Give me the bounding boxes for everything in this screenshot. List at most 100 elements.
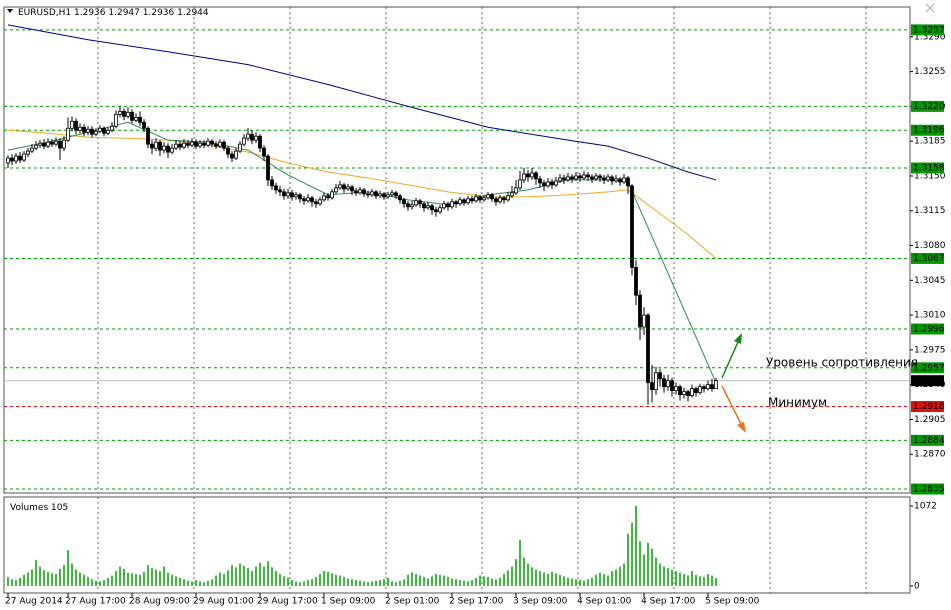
candle-body [42,142,46,147]
candle-body [706,384,710,390]
volume-bar [183,579,185,586]
candle-body [98,127,102,132]
volume-bar [519,539,521,586]
volume-bar [111,575,113,586]
candle-body [498,197,502,203]
candle-body [266,155,270,181]
candle-body [410,204,414,208]
level-label: 1.3158 [913,164,945,174]
candle-body [206,140,210,146]
candle-body [634,266,638,296]
volume-bar [659,563,661,586]
candle-body [586,174,590,178]
candle-body [86,128,90,133]
candle-body [118,110,122,115]
volume-bar [295,581,297,586]
volume-bar [135,574,137,586]
volume-bar [299,582,301,586]
volume-bar [351,579,353,586]
candle-body [698,386,702,394]
volume-bar [639,541,641,586]
volume-bar [483,576,485,586]
volume-bar [83,574,85,586]
volume-bar [607,575,609,586]
y-tick-label: 1.3290 [914,32,946,42]
candle-body [370,191,374,196]
candle-body [558,177,562,182]
y-tick-label: 1.3255 [914,67,946,77]
candle-body [226,147,230,155]
candle-body [122,110,126,117]
volume-bar [399,580,401,586]
volume-bar [515,559,517,586]
volume-bar [51,573,53,586]
volume-bar [99,581,101,586]
candle-body [642,314,646,328]
volume-bar [411,572,413,586]
candle-body [202,142,206,146]
volume-bar [179,577,181,586]
volume-bar [243,565,245,586]
candle-body [670,380,674,392]
volume-bar [479,575,481,586]
volume-bar [419,575,421,586]
volume-bar [359,580,361,586]
moving-average [7,121,717,383]
candle-body [638,294,642,328]
candle-body [294,194,298,198]
volume-bar [527,563,529,586]
volume-bar [255,566,257,586]
x-tick-label: 2 Sep 01:00 [385,597,440,607]
volume-bar [571,578,573,586]
annotation: Уровень сопротивления [766,356,918,370]
current-price-label: 1.2944 [913,376,945,386]
volume-bar [115,571,117,586]
candle-body [170,147,174,153]
candle-body [606,176,610,181]
candle-body [138,116,142,123]
candle-body [534,172,538,180]
candle-body [690,388,694,397]
candle-body [150,143,154,149]
volume-bar [615,569,617,586]
candle-body [446,203,450,208]
candle-body [546,181,550,187]
volume-bar [535,569,537,586]
candle-body [458,199,462,205]
volume-bar [327,571,329,586]
level-label: 1.3196 [913,126,945,136]
volume-bar [619,566,621,586]
volume-bar [231,565,233,586]
volume-bar [347,578,349,586]
volume-bar [539,571,541,586]
candle-body [50,141,54,145]
volume-bar [207,580,209,586]
candle-body [342,184,346,190]
candle-body [422,203,426,209]
candle-body [66,127,70,141]
candle-body [90,128,94,135]
volume-bar [431,576,433,586]
candle-body [174,143,178,149]
candle-body [414,200,418,206]
level-label: 1.3067 [913,254,945,264]
menu-arrow[interactable] [7,9,13,13]
candle-body [618,178,622,183]
candle-body [222,141,226,149]
volume-bar [219,572,221,586]
volume-bar [291,580,293,586]
volume-bar [87,577,89,586]
volume-bar [551,571,553,586]
candle-body [674,386,678,392]
volume-bar [239,563,241,586]
candle-body [442,203,446,209]
volume-bar [275,571,277,586]
volume-bar [439,574,441,586]
candle-body [10,157,14,162]
volume-bar [59,568,61,586]
current-price-box [911,375,944,387]
level-box [911,362,944,374]
close-icon[interactable] [925,3,935,13]
candle-body [682,391,686,396]
y-tick-label: 1.2870 [914,450,946,460]
